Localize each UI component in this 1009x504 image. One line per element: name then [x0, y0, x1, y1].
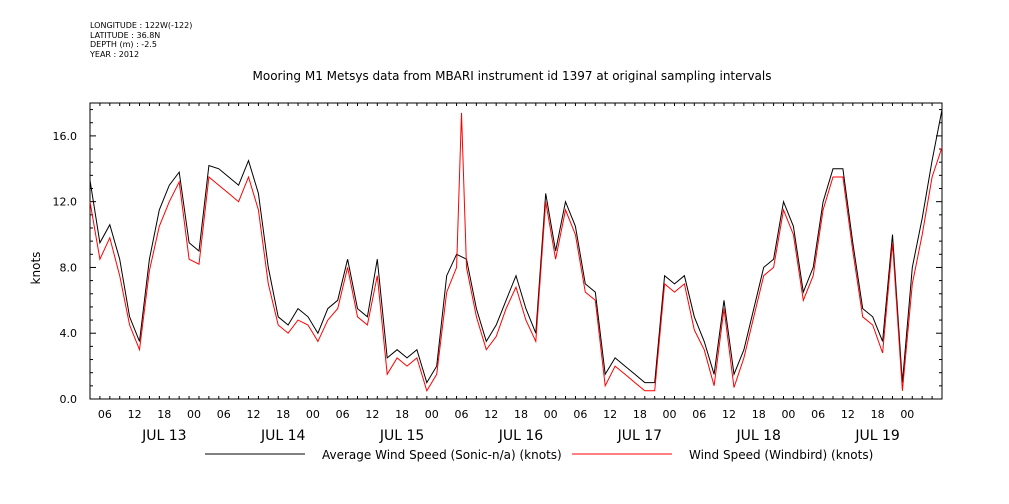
day-label: JUL 19	[854, 428, 899, 444]
x-tick-label: 00	[425, 408, 439, 421]
x-tick-label: 06	[455, 408, 469, 421]
legend-label: Wind Speed (Windbird) (knots)	[689, 448, 873, 462]
series-group	[89, 109, 943, 393]
legend-label: Average Wind Speed (Sonic-n/a) (knots)	[322, 448, 562, 462]
x-tick-label: 18	[276, 408, 290, 421]
x-tick-label: 00	[544, 408, 558, 421]
x-tick-label: 00	[663, 408, 677, 421]
x-tick-label: 12	[484, 408, 498, 421]
x-tick-label: 12	[841, 408, 855, 421]
y-axis-label: knots	[29, 252, 43, 285]
x-tick-label: 06	[336, 408, 350, 421]
y-tick-label: 12.0	[53, 196, 78, 209]
day-label: JUL 18	[735, 428, 780, 444]
x-tick-label: 06	[98, 408, 112, 421]
x-tick-label: 06	[573, 408, 587, 421]
x-tick-label: 12	[603, 408, 617, 421]
latitude-label: LATITUDE : 36.8N	[90, 30, 161, 40]
x-tick-label: 18	[871, 408, 885, 421]
x-tick-label: 00	[781, 408, 795, 421]
day-labels: JUL 13 JUL 14 JUL 15 JUL 16 JUL 17 JUL 18 JUL …	[141, 428, 900, 444]
day-label: JUL 17	[617, 428, 662, 444]
chart-title: Mooring M1 Metsys data from MBARI instru…	[253, 69, 772, 83]
metadata-block: LONGITUDE : 122W(-122) LATITUDE : 36.8N …	[90, 21, 192, 59]
x-tick-label: 18	[633, 408, 647, 421]
day-label: JUL 16	[498, 428, 544, 444]
x-tick-label: 12	[722, 408, 736, 421]
x-tick-label: 06	[692, 408, 706, 421]
legend: Average Wind Speed (Sonic-n/a) (knots) Wi…	[205, 448, 873, 462]
x-tick-label: 18	[752, 408, 766, 421]
x-tick-label: 06	[217, 408, 231, 421]
x-tick-label: 12	[365, 408, 379, 421]
longitude-label: LONGITUDE : 122W(-122)	[90, 21, 193, 30]
x-tick-label: 00	[306, 408, 320, 421]
day-label: JUL 15	[379, 428, 424, 444]
y-tick-label: 16.0	[53, 130, 78, 143]
x-tick-label: 12	[246, 408, 260, 421]
x-tick-label: 18	[157, 408, 171, 421]
x-tick-label: 00	[900, 408, 914, 421]
y-tick-labels: 0.0 4.0 8.0 12.0 16.0	[53, 130, 78, 406]
x-tick-label: 18	[514, 408, 528, 421]
plot-frame	[89, 102, 943, 400]
year-label: YEAR : 2012	[90, 49, 140, 59]
x-tick-label: 06	[811, 408, 825, 421]
y-tick-label: 8.0	[60, 261, 78, 274]
y-tick-label: 0.0	[60, 393, 78, 406]
x-tick-labels: 06 12 18 00 06 12 18 00 06 12 18 00 06 12 18 00 06 12 18 00…	[98, 408, 914, 421]
day-label: JUL 13	[141, 428, 186, 444]
y-tick-label: 4.0	[60, 327, 78, 340]
day-label: JUL 14	[260, 428, 306, 444]
x-tick-label: 18	[395, 408, 409, 421]
depth-label: DEPTH (m) : -2.5	[90, 40, 157, 49]
series-line-average-wind-speed	[89, 109, 943, 384]
axis-ticks	[90, 103, 942, 400]
x-tick-label: 12	[128, 408, 142, 421]
x-tick-label: 00	[187, 408, 201, 421]
series-line-windbird-wind-speed	[89, 112, 943, 393]
